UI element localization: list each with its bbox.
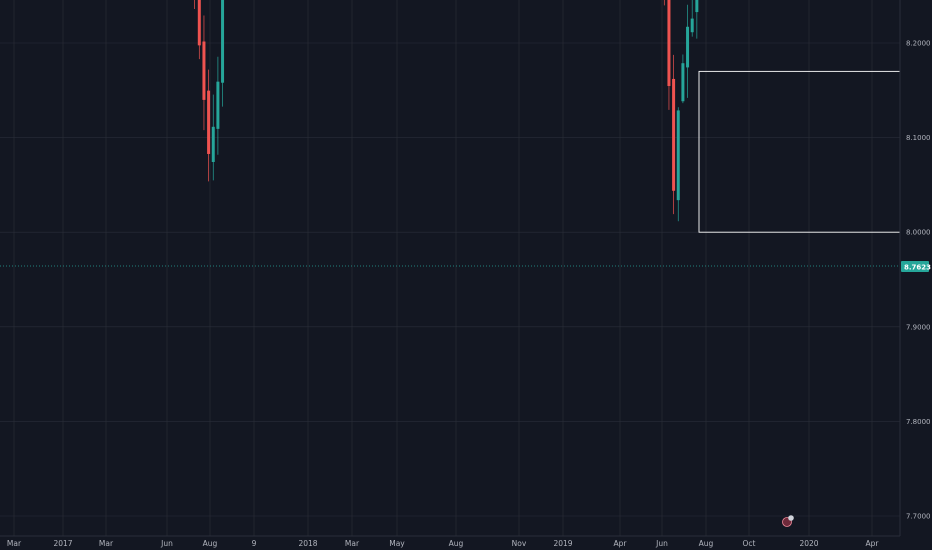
candle-body xyxy=(221,0,225,83)
current-price-label: 8.7623 xyxy=(901,261,931,272)
x-tick-label: 2017 xyxy=(53,539,72,548)
x-tick-label: Mar xyxy=(99,539,114,548)
candle-body xyxy=(686,26,690,68)
x-tick-label: 2019 xyxy=(553,539,572,548)
y-tick-label: 7.9000 xyxy=(906,323,931,331)
event-icon-badge xyxy=(788,515,794,521)
candles xyxy=(194,0,699,222)
x-tick-label: Apr xyxy=(866,539,880,548)
x-tick-label: Jun xyxy=(160,539,173,548)
y-tick-label: 8.1000 xyxy=(906,134,931,142)
x-tick-label: 2020 xyxy=(799,539,818,548)
candle-body xyxy=(197,0,201,46)
current-price-text: 8.7623 xyxy=(904,264,931,272)
y-tick-label: 7.8000 xyxy=(906,418,931,426)
x-tick-label: Nov xyxy=(512,539,527,548)
candle-body xyxy=(676,110,680,201)
current-price-badge xyxy=(901,261,929,272)
x-tick-label: Aug xyxy=(699,539,714,548)
candle-body xyxy=(672,78,676,191)
event-icon[interactable] xyxy=(782,515,794,527)
candle-body xyxy=(695,0,699,13)
x-tick-label: Mar xyxy=(7,539,22,548)
x-tick-label: Mar xyxy=(345,539,360,548)
x-tick-label: May xyxy=(389,539,405,548)
y-tick-label: 8.2000 xyxy=(906,40,931,48)
x-tick-label: Aug xyxy=(203,539,218,548)
x-tick-label: Oct xyxy=(743,539,756,548)
x-tick-label: Aug xyxy=(449,539,464,548)
candle-body xyxy=(667,0,671,87)
candle-body xyxy=(202,41,206,100)
candle-body xyxy=(681,63,685,102)
x-tick-label: Jun xyxy=(655,539,668,548)
grid-lines xyxy=(0,0,900,536)
candle-body xyxy=(216,81,220,129)
x-axis-ticks: Mar 2017 Mar Jun Aug 9 2018 Mar May Aug Nov 2019 Apr… xyxy=(7,539,879,548)
x-tick-label: 2018 xyxy=(298,539,317,548)
candle-body xyxy=(690,18,694,33)
candle-body xyxy=(207,90,211,154)
y-tick-label: 8.0000 xyxy=(906,229,931,237)
x-tick-label: Apr xyxy=(614,539,628,548)
y-tick-label: 7.7000 xyxy=(906,513,931,521)
x-tick-label: 9 xyxy=(252,539,257,548)
y-axis-ticks: 9.80009.70009.60009.50009.40009.30009.20… xyxy=(906,40,931,521)
candle-body xyxy=(211,126,215,162)
